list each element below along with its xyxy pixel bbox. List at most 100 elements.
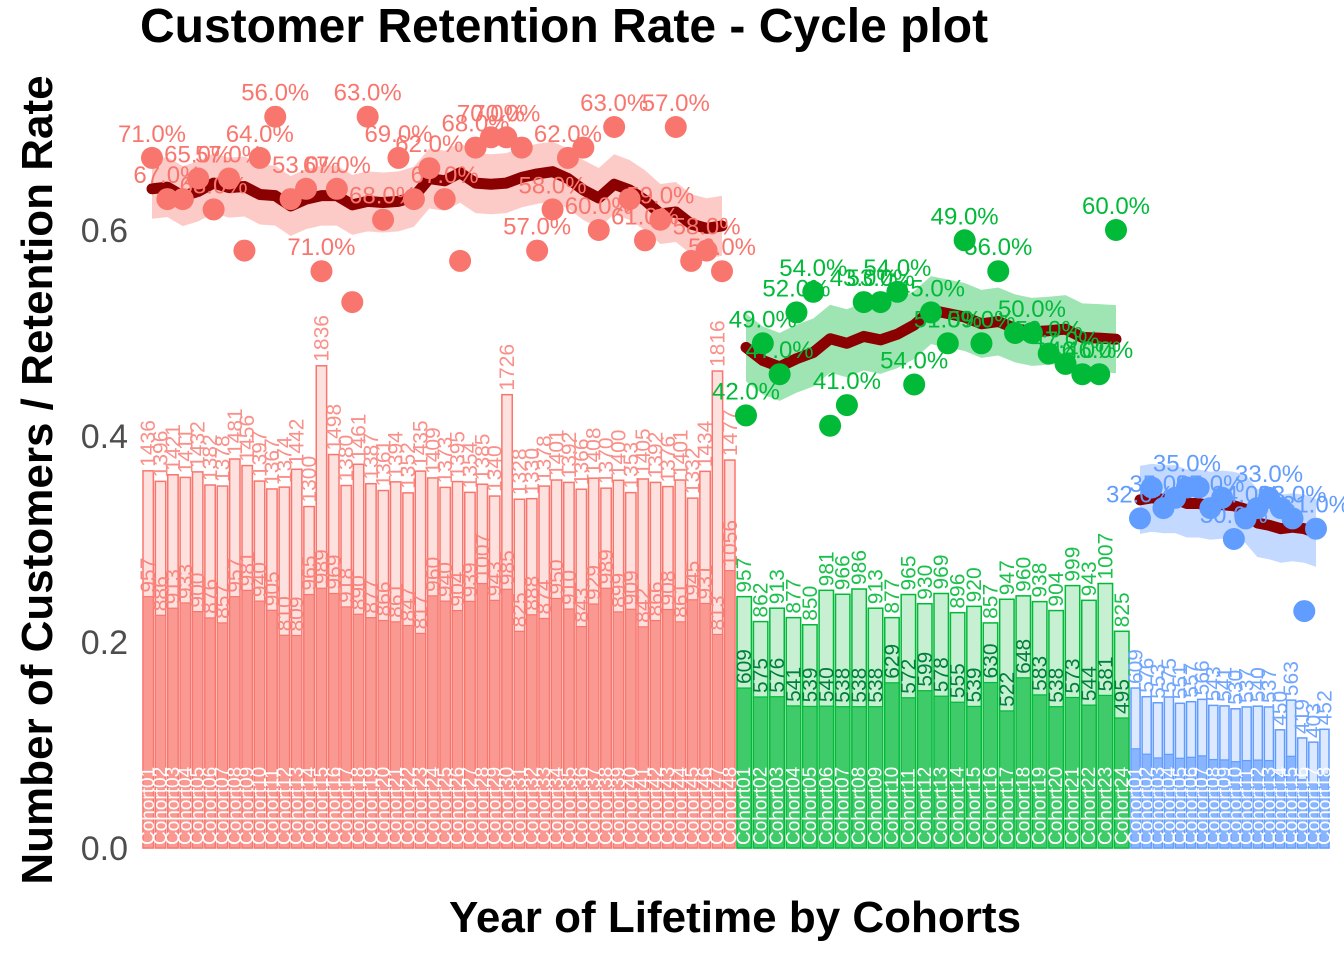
- retention-point-label: 50.0%: [1015, 317, 1083, 344]
- bar-retained: [1130, 748, 1141, 849]
- bar-retained-label: 933: [174, 564, 197, 599]
- cohort-label: Cohort12: [915, 767, 936, 845]
- cohort-label: Cohort09: [237, 767, 258, 845]
- retention-point: [1305, 517, 1327, 540]
- cohort-label: Cohort24: [423, 766, 444, 845]
- bar-retained-label: 989: [310, 549, 333, 584]
- bar-retained: [550, 597, 563, 849]
- retention-point: [264, 105, 287, 128]
- retention-point-label: 68.0%: [441, 111, 509, 138]
- cohort-label: Cohort09: [1214, 767, 1235, 845]
- bar-retained-label: 899: [607, 573, 630, 608]
- cohort-label: Cohort14: [299, 766, 320, 845]
- y-tick-label: 0.2: [81, 624, 128, 662]
- bar-retained-label: 809: [286, 596, 309, 631]
- cohort-label: Cohort07: [833, 767, 854, 845]
- bar-retained-label: 495: [1111, 679, 1134, 714]
- bar-retained-label: 969: [930, 554, 953, 589]
- cohort-label: Cohort02: [751, 767, 772, 845]
- bar-retained-label: 888: [521, 576, 544, 611]
- retention-point-label: 35.0%: [1129, 471, 1197, 498]
- bar-retained: [229, 596, 241, 849]
- bar-retained-label: 850: [799, 586, 822, 621]
- chart-title: Customer Retention Rate - Cycle plot: [140, 0, 988, 53]
- retention-point-label: 59.0%: [947, 306, 1015, 333]
- retention-point: [664, 116, 687, 138]
- bar-retained-label: 999: [1062, 547, 1085, 582]
- bar-retained: [513, 630, 526, 849]
- bar-total-label: 1366: [570, 439, 593, 486]
- bar-retained-label: 575: [1158, 658, 1181, 693]
- bar-total-label: 1436: [137, 420, 160, 467]
- cohort-label: Cohort36: [571, 767, 592, 845]
- bar-retained-label: 857: [211, 584, 234, 619]
- cohort-label: Cohort03: [1148, 767, 1169, 845]
- retention-point: [751, 332, 774, 355]
- bar-retained-label: 539: [963, 667, 986, 702]
- retention-point: [1071, 363, 1094, 386]
- bar-total-label: 1394: [385, 431, 408, 478]
- bar-retained: [328, 592, 340, 849]
- cohort-label: Cohort17: [997, 767, 1018, 845]
- bar-retained-label: 913: [865, 569, 888, 604]
- y-axis-title: Number of Customers / Retention Rate: [13, 75, 62, 884]
- cohort-label: Cohort18: [1013, 767, 1034, 845]
- bar-retained: [724, 570, 736, 849]
- bar-retained: [1297, 779, 1308, 849]
- cohort-label: Cohort31: [509, 767, 530, 845]
- retention-point-label: 54.0%: [779, 255, 847, 282]
- bar-total-label: 1442: [286, 419, 309, 466]
- point-labels-layer: 71.0%67.0%65.0%63.0%57.0%64.0%56.0%53.0%…: [118, 80, 1344, 529]
- retention-point: [187, 167, 210, 190]
- cohort-label: Cohort26: [448, 767, 469, 845]
- bar-retained-label: 957: [137, 558, 160, 593]
- retention-point-label: 67.0%: [303, 152, 371, 179]
- bar-total-label: 1367: [261, 438, 284, 485]
- bar-retained-label: 931: [694, 564, 717, 599]
- retention-point: [1129, 507, 1151, 530]
- cohort-label: Cohort06: [1181, 767, 1202, 845]
- x-axis-title: Year of Lifetime by Cohorts: [449, 893, 1021, 942]
- retention-point: [1020, 322, 1043, 344]
- bar-total-label: 1382: [199, 434, 222, 481]
- bar-total-label: 1477: [719, 409, 742, 456]
- bar-retained-label: 957: [733, 558, 756, 593]
- bar-retained: [1285, 755, 1297, 849]
- bar-retained-label: 939: [459, 562, 482, 597]
- cohort-label: Cohort17: [1303, 767, 1324, 845]
- bar-retained-label: 960: [422, 557, 445, 592]
- bar-retained-label: 908: [657, 570, 680, 605]
- retention-point: [479, 126, 502, 149]
- bar-retained-label: 877: [881, 579, 904, 614]
- retention-point-label: 50.0%: [998, 296, 1066, 323]
- retention-point-label: 58.0%: [519, 172, 587, 199]
- retention-point-label: 67.0%: [133, 162, 201, 189]
- retention-point: [711, 260, 733, 283]
- bar-total-label: 1481: [224, 408, 247, 455]
- bar-retained: [488, 599, 501, 849]
- bar-retained-label: 573: [1062, 658, 1085, 693]
- bar-retained-label: 874: [533, 579, 556, 614]
- retention-point: [1281, 507, 1304, 530]
- y-tick-label: 0.0: [81, 830, 128, 868]
- retention-point: [819, 414, 842, 437]
- bar-total-label: 1330: [521, 448, 544, 495]
- bar-retained-label: 965: [298, 555, 321, 590]
- retention-point: [852, 291, 875, 314]
- bar-retained-label: 538: [1045, 668, 1068, 703]
- bar-retained-label: 930: [914, 565, 937, 600]
- retention-point-label: 57.0%: [642, 90, 710, 117]
- cohort-label: Cohort13: [287, 767, 308, 845]
- cohort-label: Cohort45: [683, 767, 704, 845]
- cohort-label: Cohort14: [1270, 766, 1291, 845]
- bar-retained-label: 896: [947, 574, 970, 609]
- bar-retained-label: 551: [1169, 664, 1192, 699]
- retention-point: [279, 188, 302, 211]
- cohort-label: Cohort10: [250, 767, 271, 845]
- bar-total-label: 1392: [558, 432, 581, 479]
- bar-retained: [649, 619, 662, 849]
- bar-retained-label: 986: [848, 550, 871, 585]
- bar-retained-label: 957: [224, 558, 247, 593]
- bar-retained: [1219, 759, 1230, 849]
